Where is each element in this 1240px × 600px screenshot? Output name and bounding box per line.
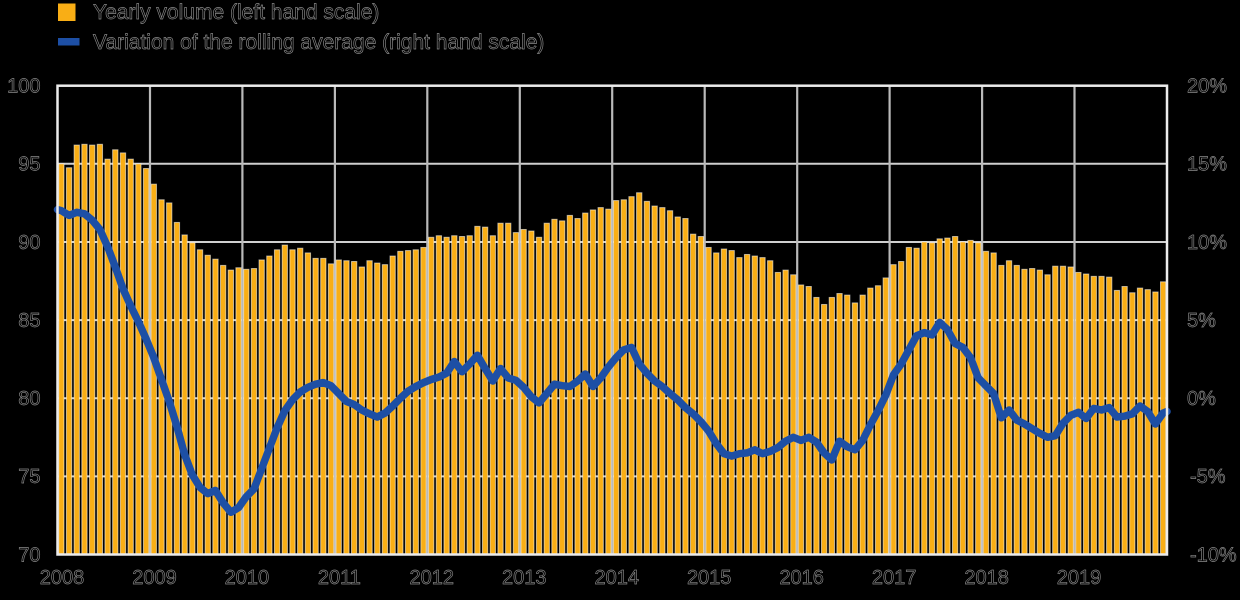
svg-text:-5%: -5% — [1190, 466, 1226, 488]
svg-text:70: 70 — [18, 544, 40, 566]
svg-text:2017: 2017 — [872, 567, 917, 589]
svg-text:-10%: -10% — [1190, 544, 1237, 566]
svg-text:2016: 2016 — [779, 567, 824, 589]
svg-text:80: 80 — [18, 388, 40, 410]
svg-text:2018: 2018 — [964, 567, 1009, 589]
svg-text:90: 90 — [18, 232, 40, 254]
svg-text:95: 95 — [18, 154, 40, 176]
svg-text:2014: 2014 — [595, 567, 640, 589]
svg-text:85: 85 — [18, 310, 40, 332]
svg-text:2015: 2015 — [687, 567, 732, 589]
svg-text:15%: 15% — [1187, 154, 1227, 176]
svg-text:Yearly volume (left hand scale: Yearly volume (left hand scale) — [93, 1, 379, 24]
svg-text:2009: 2009 — [132, 567, 177, 589]
svg-text:2011: 2011 — [318, 567, 361, 589]
svg-text:2013: 2013 — [502, 567, 547, 589]
svg-text:Variation of the rolling avera: Variation of the rolling average (right … — [93, 31, 544, 54]
svg-text:0%: 0% — [1187, 388, 1216, 410]
svg-text:75: 75 — [18, 466, 40, 488]
svg-text:2008: 2008 — [40, 567, 85, 589]
svg-text:10%: 10% — [1187, 232, 1227, 254]
svg-text:100: 100 — [7, 76, 40, 98]
svg-text:2010: 2010 — [225, 567, 270, 589]
svg-text:5%: 5% — [1187, 310, 1216, 332]
svg-text:20%: 20% — [1187, 76, 1227, 98]
svg-text:2012: 2012 — [410, 567, 455, 589]
svg-text:2019: 2019 — [1057, 567, 1102, 589]
